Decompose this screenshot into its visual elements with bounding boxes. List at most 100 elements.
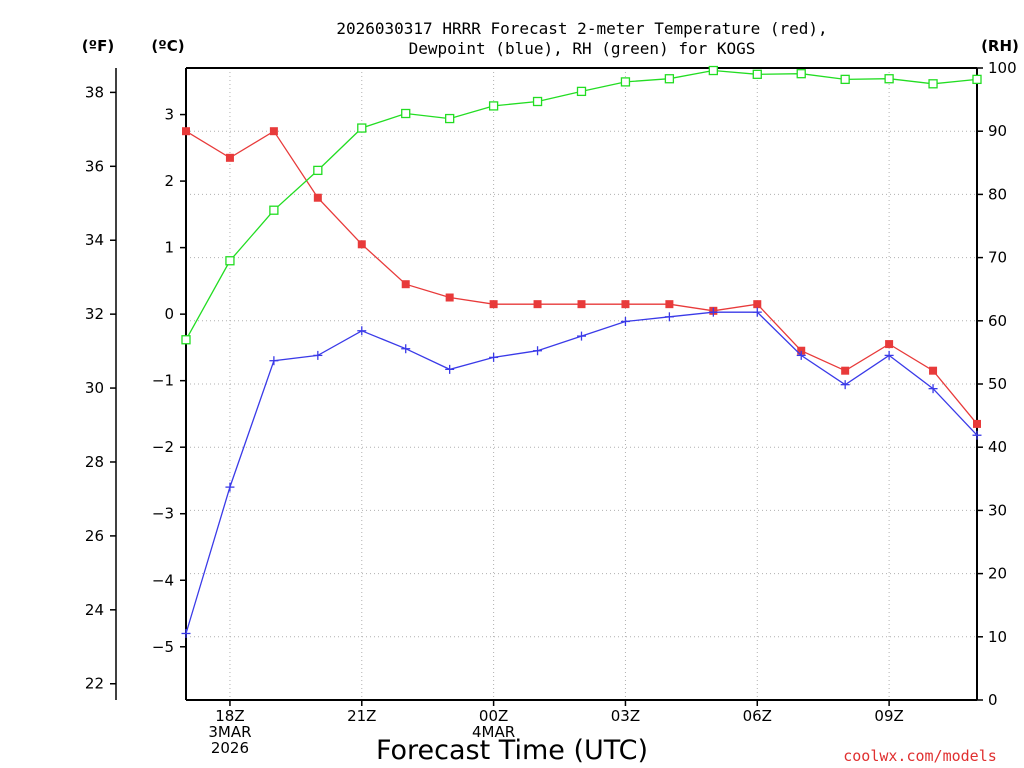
rh-point [664, 74, 675, 84]
temperature-point [753, 300, 762, 309]
rh-point [269, 205, 279, 215]
dewpoint-point [620, 316, 630, 326]
rh-point [752, 69, 762, 79]
dewpoint-point [401, 344, 411, 354]
dewpoint-point [577, 331, 586, 341]
temperature-point [577, 300, 586, 309]
fahrenheit-tick-label: 30 [85, 379, 104, 397]
dewpoint-point [664, 312, 674, 322]
rh-point [620, 77, 631, 87]
rh-point [357, 123, 367, 133]
fahrenheit-tick-label: 28 [85, 453, 104, 471]
fahrenheit-tick-label: 38 [85, 83, 104, 101]
temperature-point [269, 127, 278, 136]
dewpoint-point [445, 364, 455, 374]
chart-title: 2026030317 HRRR Forecast 2-meter Tempera… [336, 19, 827, 58]
temperature-point [973, 419, 981, 428]
temperature-point [929, 366, 938, 375]
rh-point [972, 74, 982, 85]
rh-tick-label: 60 [988, 312, 1007, 330]
celsius-unit-label: (ºC) [151, 37, 184, 55]
rh-point [445, 113, 455, 124]
dewpoint-point [884, 350, 894, 360]
chart-title-line-1: 2026030317 HRRR Forecast 2-meter Tempera… [336, 19, 827, 38]
fahrenheit-tick-label: 22 [85, 675, 104, 693]
temperature-point [357, 240, 366, 249]
temperature-point [313, 193, 322, 202]
rh-point [313, 165, 323, 176]
temperature-point [621, 300, 630, 309]
rh-point [181, 335, 191, 345]
temperature-point [489, 300, 498, 309]
rh-point [488, 101, 499, 111]
rh-point [225, 256, 235, 266]
x-tick-label: 4MAR [472, 723, 515, 741]
series-layer [181, 65, 982, 638]
fahrenheit-tick-label: 34 [85, 231, 104, 249]
fahrenheit-tick-label: 36 [85, 157, 104, 175]
rh-tick-label: 90 [988, 122, 1007, 140]
temperature-point [885, 340, 894, 349]
rh-tick-label: 50 [988, 375, 1007, 393]
dewpoint-point [796, 350, 806, 360]
rh-unit-label: (RH) [981, 37, 1019, 55]
celsius-tick-label: 0 [164, 305, 174, 323]
axes: 3210−1−2−3−4−538363432302826242210090807… [85, 59, 1017, 757]
dewpoint-point [928, 384, 938, 394]
dewpoint-point [225, 482, 235, 492]
fahrenheit-unit-label: (ºF) [82, 37, 114, 55]
celsius-tick-label: −3 [152, 505, 174, 523]
series-dewpoint [181, 307, 982, 638]
x-tick-label: 2026 [211, 739, 249, 757]
x-tick-label: 3MAR [208, 723, 251, 741]
rh-line [185, 69, 978, 341]
celsius-tick-label: −1 [152, 372, 174, 390]
dewpoint-point [972, 430, 982, 440]
x-tick-label: 18Z [215, 707, 244, 725]
dewpoint-point [752, 307, 762, 317]
x-tick-label: 21Z [347, 707, 376, 725]
series-rh [181, 65, 982, 345]
fahrenheit-tick-label: 32 [85, 305, 104, 323]
rh-tick-label: 10 [988, 628, 1007, 646]
x-tick-label: 00Z [479, 707, 508, 725]
grid-lines [186, 68, 977, 700]
rh-point [532, 96, 543, 107]
fahrenheit-tick-label: 24 [85, 601, 104, 619]
credit-text: coolwx.com/models [843, 747, 997, 765]
temperature-point [533, 300, 542, 309]
dewpoint-point [840, 380, 850, 390]
rh-point [840, 74, 850, 85]
rh-point [884, 74, 894, 84]
rh-tick-label: 0 [988, 691, 998, 709]
dewpoint-point [357, 326, 367, 336]
celsius-tick-label: −5 [152, 638, 174, 656]
temperature-point [182, 127, 190, 136]
dewpoint-point [269, 356, 279, 366]
dewpoint-point [181, 628, 191, 638]
temperature-point [225, 153, 234, 162]
rh-point [708, 65, 718, 76]
dewpoint-point [708, 307, 718, 317]
x-tick-label: 09Z [874, 707, 903, 725]
celsius-tick-label: −4 [152, 571, 174, 589]
rh-tick-label: 20 [988, 565, 1007, 583]
rh-point [401, 108, 411, 119]
celsius-tick-label: 2 [164, 172, 174, 190]
dewpoint-line [185, 311, 978, 634]
series-temperature [182, 127, 981, 428]
fahrenheit-tick-label: 26 [85, 527, 104, 545]
celsius-tick-label: 3 [164, 106, 174, 124]
x-tick-label: 03Z [611, 707, 640, 725]
dewpoint-point [489, 352, 499, 362]
celsius-tick-label: 1 [164, 239, 174, 257]
dewpoint-point [533, 346, 543, 356]
x-tick-label: 06Z [743, 707, 772, 725]
temperature-point [401, 280, 410, 289]
celsius-tick-label: −2 [152, 438, 174, 456]
x-axis-label: Forecast Time (UTC) [376, 735, 648, 766]
rh-tick-label: 40 [988, 438, 1007, 456]
rh-tick-label: 100 [988, 59, 1017, 77]
temperature-point [797, 346, 806, 355]
